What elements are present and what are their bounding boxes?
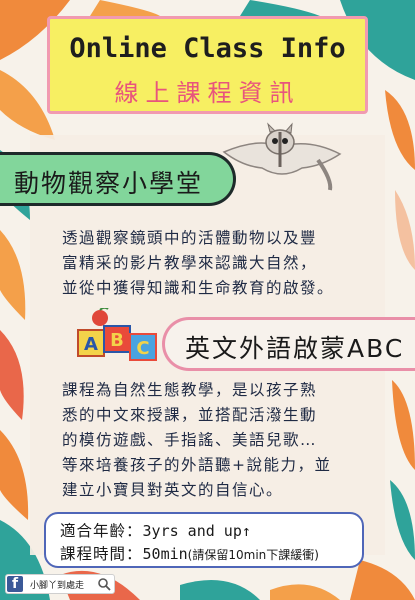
section-description-english: 課程為自然生態教學，是以孩子熟 悉的中文來授課，並搭配活潑生動 的模仿遊戲、手指… <box>62 378 362 503</box>
description-line: 建立小寶貝對英文的自信心。 <box>62 481 284 499</box>
section-heading-banner-animals: 動物觀察小學堂 <box>0 152 236 206</box>
description-line: 並從中獲得知識和生命教育的啟發。 <box>62 279 335 297</box>
time-label: 課程時間： <box>60 545 143 563</box>
description-line: 等來培養孩子的外語聽+說能力，並 <box>62 456 332 474</box>
section-description-animals: 透過觀察鏡頭中的活體動物以及豐 富精采的影片教學來認識大自然， 並從中獲得知識和… <box>62 226 362 301</box>
description-line: 富精采的影片教學來認識大自然， <box>62 254 318 272</box>
section-heading-animals: 動物觀察小學堂 <box>14 169 204 198</box>
time-row: 課程時間：50min(請保留10min下課緩衝) <box>60 542 319 564</box>
title-chinese: 線上課程資訊 <box>114 79 301 107</box>
description-line: 的模仿遊戲、手指謠、美語兒歌… <box>62 431 318 449</box>
title-box: Online Class Info 線上課程資訊 <box>47 16 368 114</box>
facebook-page-name: 小腳丫到處走 <box>30 581 85 591</box>
facebook-icon: f <box>7 576 23 592</box>
section-heading-banner-english: 英文外語啟蒙ABC <box>162 317 415 371</box>
abc-blocks-icon: A B C <box>77 308 157 361</box>
age-value: 3yrs and up↑ <box>142 522 251 540</box>
age-row: 適合年齡：3yrs and up↑ <box>60 519 251 541</box>
class-info-box: 適合年齡：3yrs and up↑ 課程時間：50min(請保留10min下課緩… <box>44 512 364 568</box>
svg-text:C: C <box>136 338 149 359</box>
sugar-glider-icon <box>222 122 342 191</box>
time-value: 50min <box>142 545 188 563</box>
facebook-page-bar[interactable]: f 小腳丫到處走 <box>5 574 115 594</box>
description-line: 透過觀察鏡頭中的活體動物以及豐 <box>62 229 318 247</box>
section-heading-english: 英文外語啟蒙ABC <box>185 334 405 363</box>
time-note: (請保留10min下課緩衝) <box>187 548 319 562</box>
description-line: 悉的中文來授課，並搭配活潑生動 <box>62 406 318 424</box>
search-icon[interactable] <box>97 577 111 591</box>
age-label: 適合年齡： <box>60 522 143 540</box>
svg-text:A: A <box>84 334 98 355</box>
title-english: Online Class Info <box>69 33 346 64</box>
description-line: 課程為自然生態教學，是以孩子熟 <box>62 381 318 399</box>
svg-text:B: B <box>110 330 124 351</box>
